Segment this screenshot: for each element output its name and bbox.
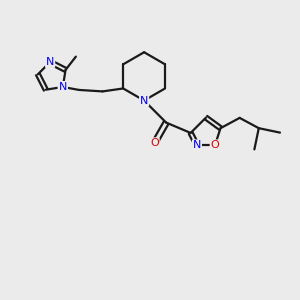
Text: N: N: [59, 82, 67, 92]
Text: N: N: [140, 95, 148, 106]
Text: O: O: [150, 138, 159, 148]
Text: O: O: [211, 140, 219, 150]
Text: N: N: [46, 57, 54, 67]
Text: N: N: [59, 82, 67, 92]
Text: N: N: [193, 140, 201, 150]
